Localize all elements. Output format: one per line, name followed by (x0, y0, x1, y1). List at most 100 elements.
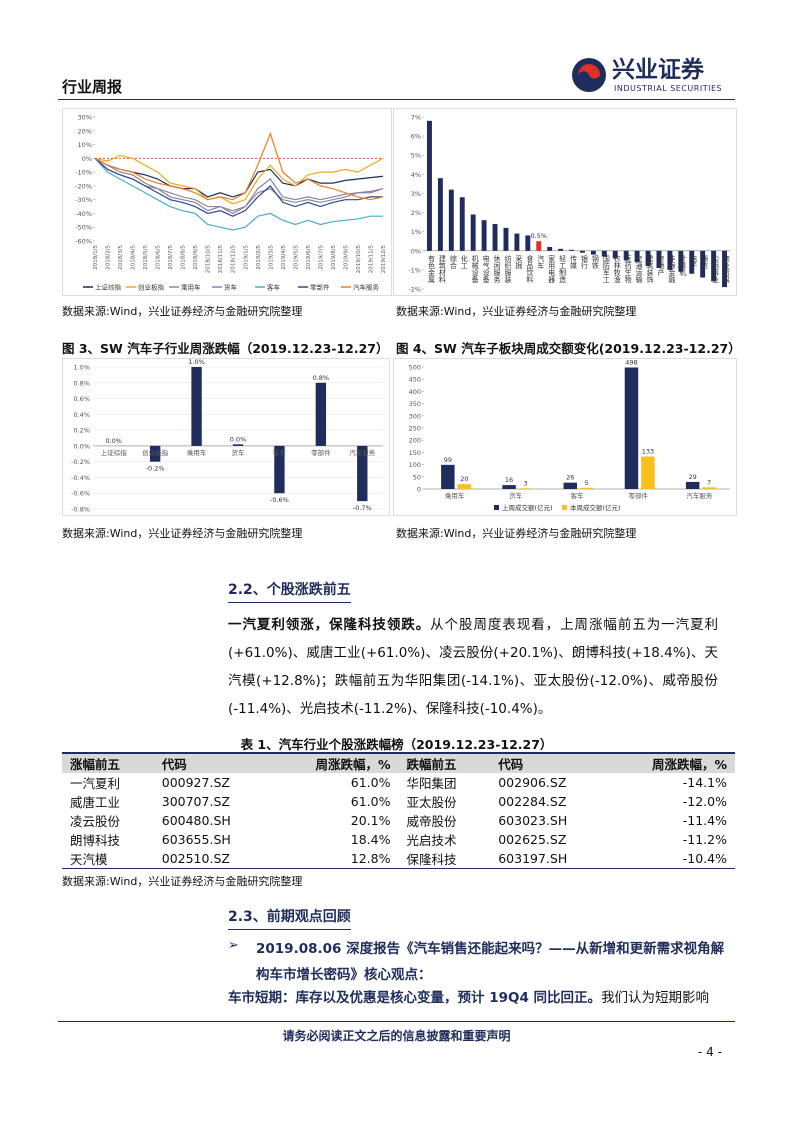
bar (191, 367, 202, 446)
bar (502, 485, 516, 489)
x-tick-label: 房地产 (657, 254, 665, 277)
bar (563, 482, 577, 489)
table-header-cell: 代码 (498, 757, 524, 772)
bar (518, 488, 533, 489)
bar (685, 481, 700, 489)
paragraph-lead: 车市短期：库存以及优惠是核心变量，预计 19Q4 同比回正。 (228, 990, 602, 1006)
data-label: -0.6% (270, 496, 289, 504)
source: 数据来源:Wind，兴业证券经济与金融研究院整理 (396, 305, 637, 318)
y-tick-label: -0.6% (71, 490, 90, 498)
x-tick-label: 2019/2/5 (256, 245, 262, 270)
legend-label: 乘用车 (181, 283, 201, 292)
x-tick-label: 钢铁 (591, 254, 599, 270)
data-label: 0.0% (230, 435, 247, 443)
bullet-icon: ➢ (228, 938, 239, 953)
logo-en: INDUSTRIAL SECURITIES (614, 84, 722, 93)
y-tick-label: 350 (409, 400, 421, 408)
y-tick-label: 20% (78, 127, 92, 135)
y-tick-label: 6% (411, 133, 421, 141)
bar (580, 487, 594, 489)
y-tick-label: 500 (409, 364, 421, 372)
x-tick-label: 电子 (690, 254, 698, 269)
x-tick-label: 2018/4/5 (131, 245, 137, 270)
paragraph: 一汽夏利领涨，保隆科技领跌。从个股周度表现看，上周涨幅前五为一汽夏利(+61.0… (228, 611, 718, 723)
logo-cn: 兴业证券 (612, 56, 705, 83)
bar (624, 367, 639, 489)
line-series (94, 157, 383, 231)
y-tick-label: -2% (408, 286, 421, 294)
data-label: 0.8% (313, 374, 330, 382)
x-tick-label: 2019/11/5 (368, 245, 374, 274)
y-tick-label: -0.2% (71, 458, 90, 466)
y-tick-label: -30% (75, 196, 92, 204)
table-cell: 603197.SH (498, 851, 568, 866)
table-cell: 朗博科技 (70, 833, 121, 848)
x-tick-label: 2019/8/5 (331, 245, 337, 270)
legend-swatch (494, 505, 499, 510)
legend-label: 创业板指 (138, 283, 165, 292)
bar (437, 178, 443, 251)
table-cell: 61.0% (350, 775, 391, 790)
data-label: -0.7% (353, 504, 372, 512)
y-tick-label: 2% (411, 209, 421, 217)
bar (656, 250, 662, 268)
y-tick-label: 0.6% (73, 395, 90, 403)
legend-label: 汽车服务 (353, 283, 380, 292)
line-series (94, 157, 384, 212)
bar (601, 250, 607, 257)
table-row: 朗博科技 603655.SH 18.4% 光启技术 002625.SZ -11.2% (62, 830, 735, 849)
y-tick-label: 10% (78, 141, 92, 149)
footer-rule (58, 1021, 735, 1022)
x-tick-label: 2018/5/5 (143, 245, 149, 270)
legend-label: 零部件 (310, 283, 330, 292)
x-tick-label: 电气设备 (482, 254, 490, 284)
source: 数据来源:Wind，兴业证券经济与金融研究院整理 (62, 527, 303, 540)
bar (612, 250, 618, 259)
data-label: 3 (523, 479, 527, 487)
line-series (94, 154, 384, 205)
x-tick-label: 农林牧渔 (613, 254, 621, 284)
table-cell: 光启技术 (406, 833, 457, 848)
bar (457, 484, 472, 489)
bar (580, 250, 585, 253)
x-tick-label: 货车 (232, 448, 246, 457)
y-tick-label: 1.0% (73, 364, 90, 372)
x-tick-label: 2019/12/5 (381, 245, 387, 274)
x-tick-label: 食品饮料 (526, 254, 534, 284)
x-tick-label: 2019/4/5 (281, 245, 287, 270)
source: 数据来源:Wind，兴业证券经济与金融研究院整理 (396, 527, 637, 540)
y-tick-label: 3% (411, 190, 421, 198)
data-label: 1.0% (188, 358, 205, 366)
y-tick-label: 5% (411, 152, 421, 160)
x-tick-label: 2019/1/5 (243, 245, 249, 270)
x-tick-label: 建筑装饰 (646, 254, 654, 284)
x-tick-label: 休闲服务 (493, 254, 501, 284)
table-row: 凌云股份 600480.SH 20.1% 威帝股份 603023.SH -11.4% (62, 811, 735, 830)
table-cell: 天汽模 (70, 852, 108, 867)
data-label: 0.0% (105, 437, 122, 445)
bar (634, 250, 640, 263)
bar (492, 224, 498, 251)
bar (641, 456, 655, 489)
x-tick-label: 医药生物 (624, 255, 632, 284)
bar (702, 487, 716, 489)
x-tick-label: 轻工制造 (559, 254, 567, 284)
table-cell: 凌云股份 (70, 814, 121, 829)
table-cell: -14.1% (682, 775, 727, 790)
logo: 兴业证券 INDUSTRIAL SECURITIES (572, 56, 722, 93)
source: 数据来源:Wind，兴业证券经济与金融研究院整理 (62, 305, 303, 318)
page-number: - 4 - (698, 1045, 722, 1059)
header-rule (58, 99, 735, 100)
x-tick-label: 客车 (273, 448, 287, 457)
x-tick-label: 乘用车 (445, 491, 465, 500)
data-label: 498 (625, 358, 637, 366)
table-cell: 12.8% (350, 851, 391, 866)
x-tick-label: 2018/3/5 (118, 245, 124, 270)
y-tick-label: 0.8% (73, 379, 90, 387)
data-label: 0.5% (530, 232, 547, 240)
paragraph-text: 从个股周度表现看，上周涨幅前五为一汽夏利(+61.0%)、威唐工业(+61.0%… (228, 617, 719, 717)
source: 数据来源:Wind，兴业证券经济与金融研究院整理 (62, 875, 303, 888)
x-tick-label: 纺织服装 (504, 254, 512, 284)
figure-caption: 图 3、SW 汽车子行业周涨跌幅（2019.12.23-12.27） (62, 341, 389, 356)
y-tick-label: -50% (75, 224, 92, 232)
